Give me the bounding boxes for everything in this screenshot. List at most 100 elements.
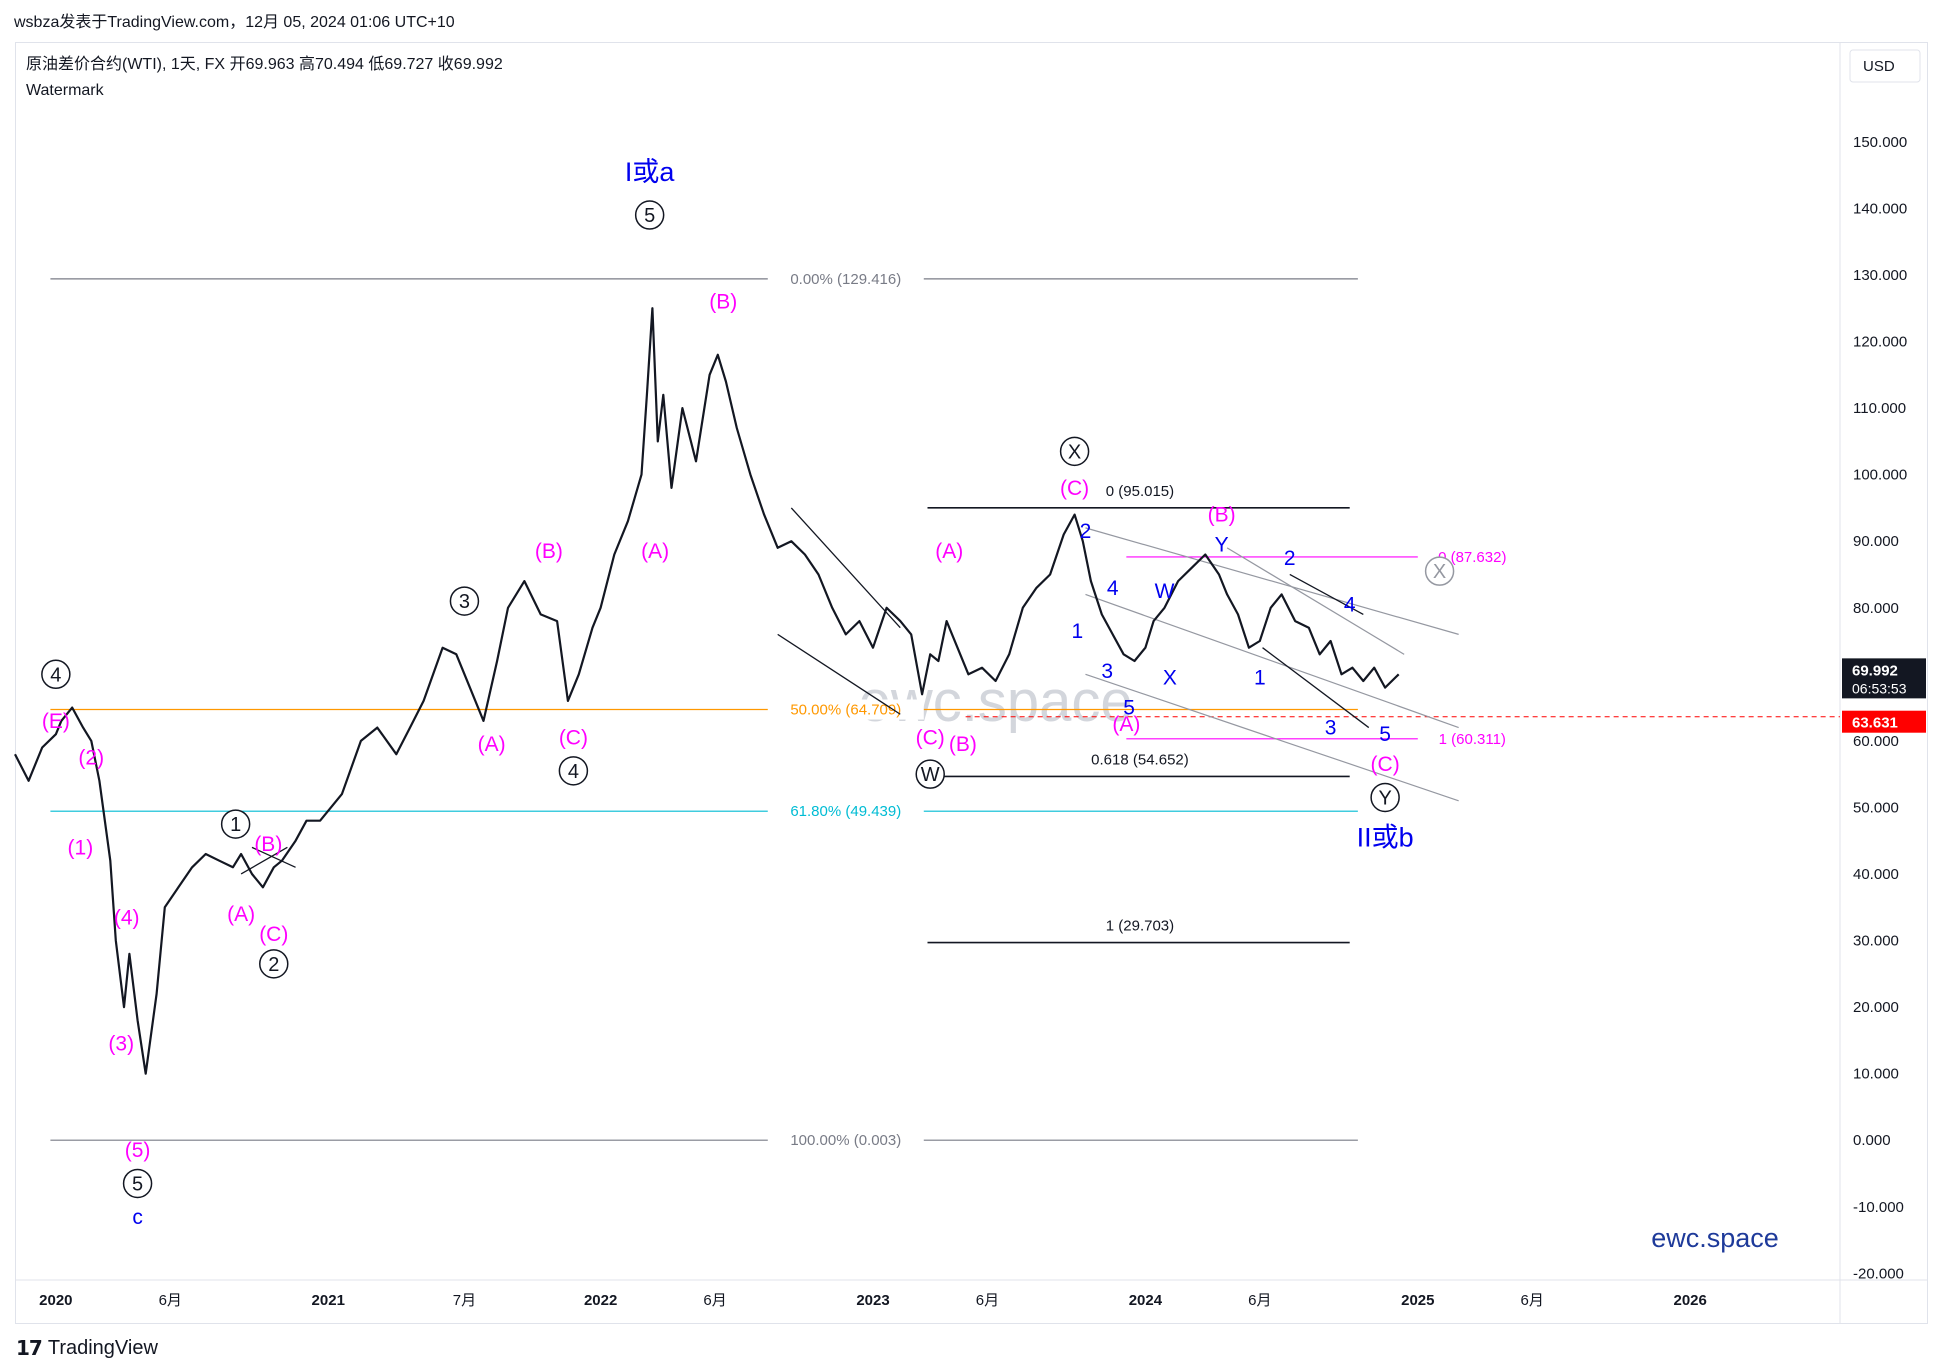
wave-label-blue: X <box>1163 667 1177 690</box>
y-tick-label: 60.000 <box>1853 733 1899 750</box>
x-tick-label: 6月 <box>703 1292 726 1309</box>
wave-label-magenta: (C) <box>1060 477 1089 500</box>
wedge-line <box>1289 573 1364 615</box>
chart-frame <box>15 42 1928 1324</box>
tradingview-name: TradingView <box>47 1337 158 1359</box>
wave-label-circled: Y <box>1378 787 1391 809</box>
channel-line <box>1085 673 1459 802</box>
wave-label-magenta: (1) <box>68 836 94 859</box>
y-tick-label: 90.000 <box>1853 533 1899 550</box>
x-tick-label: 6月 <box>976 1292 999 1309</box>
fib-extension-label: 0 (95.015) <box>1106 483 1174 500</box>
wave-label-blue: 2 <box>1284 547 1296 570</box>
x-tick-label: 6月 <box>159 1292 182 1309</box>
x-tick-label: 7月 <box>453 1292 476 1309</box>
legend-part-2: 69.963 <box>246 56 299 73</box>
watermark-label: Watermark <box>26 82 105 99</box>
y-tick-label: 80.000 <box>1853 600 1899 617</box>
fib-extension2-label: 0 (87.632) <box>1438 549 1506 566</box>
y-tick-label: 50.000 <box>1853 799 1899 816</box>
y-tick-label: 20.000 <box>1853 999 1899 1016</box>
legend-part-3: 高 <box>299 55 315 73</box>
ohlc-legend: 原油差价合约(WTI), 1天, FX 开69.963 高70.494 低 69.… <box>26 55 503 73</box>
y-tick-label: 110.000 <box>1853 400 1906 417</box>
y-tick-label: 30.000 <box>1853 933 1899 950</box>
wave-label-magenta: (A) <box>478 733 506 756</box>
wave-label-major: II或b <box>1357 822 1414 852</box>
wave-label-blue: 5 <box>1123 697 1135 720</box>
wave-label-magenta: (C) <box>559 727 588 750</box>
wave-label-magenta: (C) <box>916 727 945 750</box>
y-tick-label: 130.000 <box>1853 267 1907 284</box>
publisher-header: wsbza发表于TradingView.com，12月 05, 2024 01:… <box>14 8 455 32</box>
legend-part-0: 原油差价合约(WTI), 1天, FX <box>26 55 230 73</box>
y-tick-label: 40.000 <box>1853 866 1899 883</box>
wave-label-blue: 1 <box>1071 620 1083 643</box>
wave-label-circled: 1 <box>230 814 241 836</box>
legend-part-7: 收 <box>438 55 454 73</box>
wave-circle <box>1424 556 1455 586</box>
bar-countdown-text: 06:53:53 <box>1852 680 1907 696</box>
last-price-badge <box>1842 658 1926 699</box>
wedge-line <box>790 507 901 629</box>
wave-label-blue: 2 <box>1080 520 1092 543</box>
legend-part-8: 69.992 <box>454 56 503 73</box>
wave-label-magenta: (B) <box>535 540 563 563</box>
wave-label-blue: 4 <box>1107 577 1119 600</box>
wave-circle <box>449 586 480 616</box>
wave-circle <box>558 756 589 786</box>
publisher-text: wsbza发表于TradingView.com，12月 05, 2024 01:… <box>14 14 455 31</box>
price-series-line[interactable] <box>14 307 1400 1075</box>
last-price-text: 69.992 <box>1852 662 1898 679</box>
y-tick-label: 10.000 <box>1853 1066 1899 1083</box>
x-tick-label: 2020 <box>39 1292 72 1309</box>
wave-label-circled: 4 <box>50 664 61 686</box>
wave-circle <box>915 759 945 789</box>
wave-label-major: I或a <box>625 157 676 187</box>
y-tick-label: 120.000 <box>1853 334 1907 351</box>
wave-label-magenta: (A) <box>1112 713 1140 736</box>
site-brand: ewc.space <box>1651 1223 1779 1253</box>
wave-label-magenta: (B) <box>709 291 737 314</box>
wave-circle <box>1059 436 1090 467</box>
wave-label-magenta: (C) <box>259 923 288 946</box>
tradingview-logo-icon: 𝟭𝟳 <box>16 1338 43 1360</box>
wave-label-circled: 5 <box>644 205 655 227</box>
wave-label-magenta: (B) <box>949 733 977 756</box>
wave-label-circled: X <box>1068 441 1081 463</box>
channel-line <box>1085 593 1459 729</box>
x-tick-label: 2024 <box>1129 1292 1163 1309</box>
x-tick-label: 6月 <box>1248 1292 1271 1309</box>
wave-circle <box>220 809 251 839</box>
fib-label-bg <box>767 1130 924 1151</box>
wave-label-magenta: (E) <box>42 710 70 733</box>
fib-extension-label: 1 (29.703) <box>1106 918 1174 935</box>
wave-label-circled: 4 <box>568 761 579 783</box>
legend-part-4: 70.494 <box>315 56 368 73</box>
currency-label: USD <box>1863 58 1895 75</box>
wedge-line <box>1262 647 1370 729</box>
red-price-text: 63.631 <box>1852 715 1898 732</box>
wave-label-magenta: (B) <box>1208 504 1236 527</box>
legend-part-5: 低 <box>368 55 384 73</box>
fib-label-bg <box>767 268 924 289</box>
wave-circle <box>1370 782 1400 813</box>
currency-button[interactable] <box>1849 49 1921 83</box>
wave-label-blue: Y <box>1215 534 1229 557</box>
legend-part-1: 开 <box>230 56 246 73</box>
wave-label-circled: 5 <box>132 1173 143 1195</box>
wave-label-circled: 3 <box>459 591 470 613</box>
wave-label-magenta: (C) <box>1371 753 1400 776</box>
tradingview-brand[interactable]: 𝟭𝟳 TradingView <box>16 1336 158 1361</box>
wave-label-magenta: (4) <box>114 906 140 929</box>
wave-label-magenta: (5) <box>125 1139 151 1162</box>
wave-circle <box>634 200 665 230</box>
wedge-line <box>251 846 296 868</box>
y-tick-label: -10.000 <box>1853 1199 1904 1216</box>
wave-label-blue: 4 <box>1344 593 1356 616</box>
wave-label-blue: 3 <box>1325 717 1337 740</box>
wave-circle <box>41 659 71 690</box>
x-tick-label: 2023 <box>856 1292 889 1309</box>
wave-circle <box>259 949 289 979</box>
